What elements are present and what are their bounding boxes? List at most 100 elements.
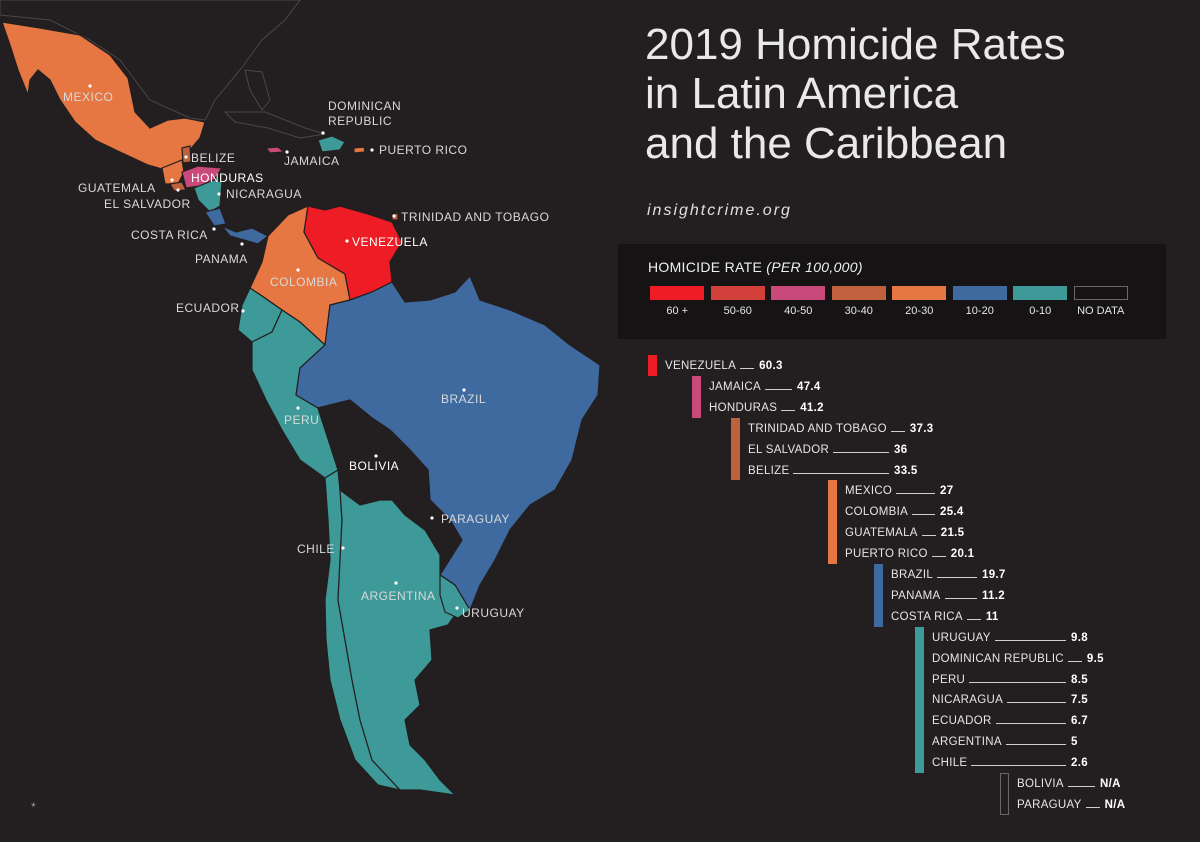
legend-swatch — [831, 286, 886, 300]
florida-outline — [244, 69, 271, 111]
legend-label: 0-10 — [1029, 305, 1052, 317]
ranking-country: JAMAICA — [709, 380, 761, 393]
country-argentina — [337, 488, 463, 796]
ranking-value: 19.7 — [982, 569, 1006, 581]
label-trinidad: TRINIDAD AND TOBAGO — [401, 210, 549, 224]
ranking-leader-line — [890, 430, 905, 432]
label-argentina: ARGENTINA — [361, 589, 436, 603]
ranking-row: URUGUAY 9.8 — [932, 628, 1088, 644]
ranking-leader-line — [1005, 743, 1066, 746]
legend: HOMICIDE RATE (PER 100,000) 60 + 50-60 40-… — [618, 244, 1166, 339]
ranking-leader-line — [896, 492, 935, 495]
ranking-leader-line — [931, 555, 946, 558]
legend-swatches: 60 + 50-60 40-50 30-40 20-30 10-20 0-10 NO DATA — [647, 286, 1131, 317]
ranking-country: MEXICO — [845, 485, 893, 498]
ranking-value: 9.8 — [1071, 631, 1088, 644]
label-brazil: BRAZIL — [441, 392, 486, 406]
ranking-band-bar — [828, 480, 837, 564]
ranking-leader-line — [1085, 806, 1100, 808]
ranking-country: TRINIDAD AND TOBAGO — [748, 422, 887, 435]
ranking-country: BRAZIL — [891, 569, 934, 581]
ranking-value: 11 — [985, 610, 999, 623]
ranking-country: BELIZE — [748, 464, 790, 477]
legend-title: HOMICIDE RATE (PER 100,000) — [648, 259, 863, 275]
map: MEXICO DOMINICAN REPUBLIC PUERTO RICO JA… — [0, 0, 601, 796]
legend-title-unit: (PER 100,000) — [766, 259, 863, 275]
ranking-country: CHILE — [932, 757, 968, 770]
ranking-row: PARAGUAY N/A — [1017, 795, 1125, 811]
label-venezuela: VENEZUELA — [352, 235, 428, 249]
legend-swatch — [1013, 286, 1068, 300]
ranking-row: PERU 8.5 — [932, 670, 1088, 686]
ranking-leader-line — [1067, 660, 1082, 662]
ranking-country: PERU — [932, 673, 966, 686]
ranking-value: 27 — [940, 485, 954, 498]
ranking-value: 60.3 — [759, 360, 783, 372]
legend-item: 50-60 — [708, 286, 769, 317]
legend-swatch — [771, 286, 826, 300]
ranking-row: MEXICO 27 — [845, 481, 953, 497]
label-puerto-rico: PUERTO RICO — [379, 143, 467, 157]
ranking-value: 20.1 — [950, 548, 975, 561]
ranking-row: ARGENTINA 5 — [932, 732, 1078, 748]
ranking-row: CHILE 2.6 — [932, 753, 1088, 769]
country-uruguay — [439, 573, 471, 619]
ranking-value: 5 — [1071, 736, 1078, 749]
ranking-country: NICARAGUA — [932, 694, 1004, 707]
legend-swatch — [1073, 286, 1128, 300]
label-dominican-republic-line2: REPUBLIC — [328, 114, 392, 128]
label-uruguay: URUGUAY — [462, 606, 525, 620]
label-costa-rica: COSTA RICA — [131, 228, 208, 242]
ranking-row: EL SALVADOR 36 — [748, 440, 907, 456]
label-jamaica: JAMAICA — [284, 154, 340, 168]
ranking-value: 9.5 — [1086, 652, 1104, 665]
ranking-row: BRAZIL 19.7 — [891, 565, 1006, 581]
ranking-leader-line — [944, 597, 977, 599]
ranking-row: BELIZE 33.5 — [748, 461, 918, 477]
ranking-country: VENEZUELA — [665, 360, 737, 372]
ranking-country: PUERTO RICO — [845, 548, 928, 561]
ranking-band-bar — [692, 375, 701, 418]
ranking-row: GUATEMALA 21.5 — [845, 523, 964, 539]
source-credit: insightcrime.org — [647, 202, 792, 219]
ranking-country: PANAMA — [891, 589, 941, 602]
label-belize: BELIZE — [191, 151, 235, 165]
label-paraguay: PARAGUAY — [441, 512, 510, 526]
ranking-band-bar — [731, 417, 740, 481]
ranking-country: COSTA RICA — [891, 610, 963, 623]
legend-item: NO DATA — [1071, 286, 1132, 317]
ranking-country: COLOMBIA — [845, 506, 909, 519]
legend-label: 60 + — [666, 305, 689, 317]
ranking-country: DOMINICAN REPUBLIC — [932, 652, 1064, 665]
ranking-value: 7.5 — [1071, 694, 1088, 707]
label-guatemala: GUATEMALA — [78, 181, 156, 195]
legend-title-text: HOMICIDE RATE — [648, 259, 763, 275]
map-labels: MEXICO DOMINICAN REPUBLIC PUERTO RICO JA… — [63, 84, 549, 620]
country-panama — [221, 225, 270, 245]
country-jamaica — [264, 146, 286, 154]
north-america-outline — [0, 0, 301, 121]
ranking-value: N/A — [1104, 798, 1126, 811]
country-nicaragua — [193, 179, 223, 213]
country-belize — [181, 145, 192, 164]
label-peru: PERU — [284, 413, 319, 427]
country-el-salvador — [169, 181, 187, 192]
legend-label: 20-30 — [905, 305, 934, 317]
ranking-leader-line — [1067, 785, 1095, 787]
ranking-value: 25.4 — [940, 506, 964, 519]
ranking-row: PUERTO RICO 20.1 — [845, 544, 974, 560]
legend-swatch — [650, 286, 705, 300]
ranking-band-bar — [915, 626, 924, 773]
ranking-country: GUATEMALA — [845, 527, 918, 540]
ranking-country: URUGUAY — [932, 631, 991, 644]
ranking-leader-line — [833, 451, 889, 453]
ranking-country: HONDURAS — [709, 401, 778, 414]
ranking-row: ECUADOR 6.7 — [932, 711, 1088, 727]
ranking-leader-line — [969, 681, 1066, 683]
legend-label: 10-20 — [965, 305, 994, 317]
legend-item: 60 + — [647, 286, 708, 317]
label-honduras: HONDURAS — [191, 171, 264, 185]
ranking-value: 37.3 — [909, 422, 934, 435]
ranking-leader-line — [781, 409, 796, 411]
legend-item: 0-10 — [1010, 286, 1071, 317]
